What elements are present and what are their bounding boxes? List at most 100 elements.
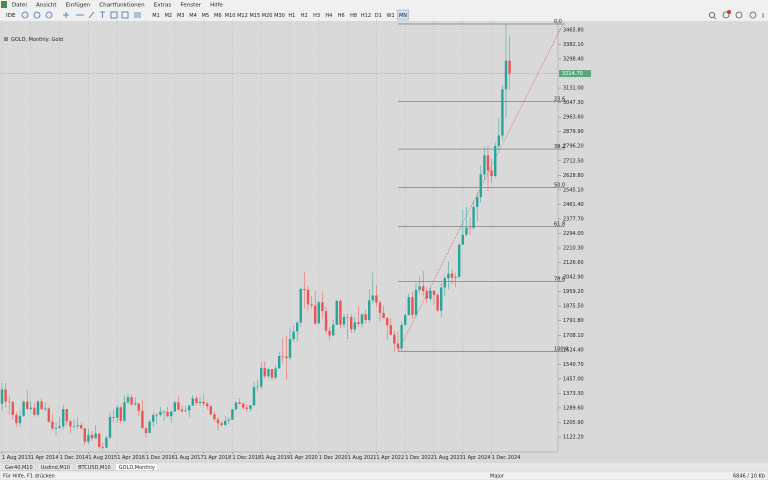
candle-body bbox=[40, 401, 43, 410]
tab[interactable] bbox=[115, 463, 158, 471]
timeframe-button[interactable]: H4 bbox=[325, 13, 332, 19]
candle-body bbox=[270, 369, 274, 378]
timeframe-button[interactable]: M30 bbox=[274, 13, 285, 19]
candle-body bbox=[335, 300, 338, 325]
timeframe-button[interactable]: H12 bbox=[361, 13, 371, 19]
candle-body bbox=[497, 135, 500, 146]
menu-item[interactable]: Fenster bbox=[180, 3, 201, 9]
candle-body bbox=[195, 398, 198, 404]
timeframe-button[interactable]: D1 bbox=[375, 13, 382, 19]
x-tick-label: 1 Dec 2016 bbox=[146, 455, 175, 461]
timeframe-button[interactable]: M5 bbox=[202, 13, 210, 19]
tab[interactable] bbox=[1, 463, 36, 471]
y-tick-label: 1289.60 bbox=[563, 405, 584, 411]
tab[interactable] bbox=[37, 463, 74, 471]
x-tick-label: 1 Apr 2022 bbox=[376, 455, 404, 461]
menu-item[interactable]: Extras bbox=[154, 3, 172, 9]
app-icon bbox=[1, 1, 7, 8]
y-tick-label: 1791.80 bbox=[563, 318, 584, 324]
candle-body bbox=[274, 368, 277, 378]
timeframe-active bbox=[397, 9, 409, 21]
candle-body bbox=[422, 286, 425, 292]
candle-body bbox=[476, 197, 479, 207]
candle-body bbox=[303, 288, 306, 291]
candle-body bbox=[123, 402, 126, 421]
candle-body bbox=[339, 300, 342, 325]
timeframe-button[interactable]: W1 bbox=[387, 13, 395, 19]
timeframe-button[interactable]: M3 bbox=[177, 13, 185, 19]
y-tick-label: 1624.40 bbox=[563, 347, 584, 353]
timeframe-button[interactable]: M12 bbox=[237, 13, 248, 19]
candle-body bbox=[108, 416, 112, 438]
tab-label[interactable]: GOLD,Monthly bbox=[119, 465, 155, 471]
tab[interactable] bbox=[74, 463, 114, 471]
candle-body bbox=[184, 410, 187, 412]
candle-body bbox=[260, 367, 263, 387]
y-tick-label: 1457.00 bbox=[563, 376, 584, 382]
timeframe-button[interactable]: H6 bbox=[338, 13, 345, 19]
candle-body bbox=[490, 170, 493, 176]
candle-body bbox=[72, 426, 76, 427]
timeframe-button[interactable]: H8 bbox=[350, 13, 357, 19]
timeframe-button[interactable]: M20 bbox=[262, 13, 273, 19]
y-tick-label: 2210.30 bbox=[563, 246, 584, 252]
candle-body bbox=[508, 60, 511, 74]
timeframe-button[interactable]: M4 bbox=[189, 13, 197, 19]
menu-item[interactable]: Chartfunktionen bbox=[99, 3, 145, 9]
menu-item[interactable]: Datei bbox=[12, 3, 27, 9]
candle-body bbox=[443, 278, 446, 288]
y-tick-label: 3298.40 bbox=[563, 57, 584, 63]
timeframe-button[interactable]: H3 bbox=[313, 13, 320, 19]
candle-body bbox=[256, 386, 259, 388]
timeframe-button[interactable]: H2 bbox=[301, 13, 308, 19]
candle-body bbox=[360, 314, 364, 324]
candle-body bbox=[202, 401, 205, 404]
x-tick-label: 1 Apr 2014 bbox=[31, 455, 59, 461]
candle-body bbox=[501, 89, 504, 136]
candle-body bbox=[465, 227, 468, 235]
timeframe-button[interactable]: MN bbox=[399, 13, 407, 19]
candle-body bbox=[234, 402, 238, 410]
timeframe-button[interactable]: M6 bbox=[214, 13, 222, 19]
candle-body bbox=[58, 426, 61, 428]
fib-label: 0.0 bbox=[554, 19, 562, 25]
candle-body bbox=[94, 433, 97, 439]
candle-body bbox=[62, 409, 65, 427]
tab-label[interactable]: BTCUSD,M10 bbox=[78, 465, 111, 471]
timeframe-button[interactable]: H1 bbox=[288, 13, 295, 19]
timeframe-button[interactable]: M15 bbox=[249, 13, 260, 19]
candle-body bbox=[112, 416, 115, 418]
x-tick-label: 1 Apr 2018 bbox=[204, 455, 232, 461]
candle-body bbox=[324, 311, 328, 331]
menu-item[interactable]: Einfügen bbox=[66, 3, 91, 9]
candle-body bbox=[141, 410, 144, 429]
timeframe-button[interactable]: M10 bbox=[225, 13, 236, 19]
candle-body bbox=[54, 427, 58, 429]
candle-body bbox=[98, 433, 101, 447]
candle-body bbox=[134, 403, 137, 405]
candle-body bbox=[342, 316, 346, 325]
x-tick-label: 1 Dec 2020 bbox=[319, 455, 348, 461]
candle-body bbox=[281, 355, 284, 357]
candle-body bbox=[483, 155, 486, 175]
menu-item[interactable]: Hilfe bbox=[210, 3, 223, 9]
candle-body bbox=[310, 304, 313, 306]
menu-item[interactable]: Ansicht bbox=[36, 3, 57, 9]
ide-button[interactable]: IDE bbox=[6, 13, 16, 19]
candle-body bbox=[144, 428, 148, 433]
timeframe-button[interactable]: M2 bbox=[165, 13, 173, 19]
chart-icon bbox=[4, 37, 8, 41]
y-tick-label: 1540.70 bbox=[563, 362, 584, 368]
tab-label[interactable]: Ger40,M10 bbox=[5, 465, 33, 471]
candle-body bbox=[220, 423, 223, 425]
candle-body bbox=[429, 290, 432, 299]
candle-body bbox=[170, 411, 173, 417]
candle-body bbox=[375, 295, 378, 303]
candle-body bbox=[238, 402, 241, 404]
y-tick-label: 2712.50 bbox=[563, 158, 584, 164]
timeframe-button[interactable]: M1 bbox=[152, 13, 160, 19]
candle-body bbox=[137, 403, 140, 411]
tab-label[interactable]: Usdind,M10 bbox=[41, 465, 70, 471]
